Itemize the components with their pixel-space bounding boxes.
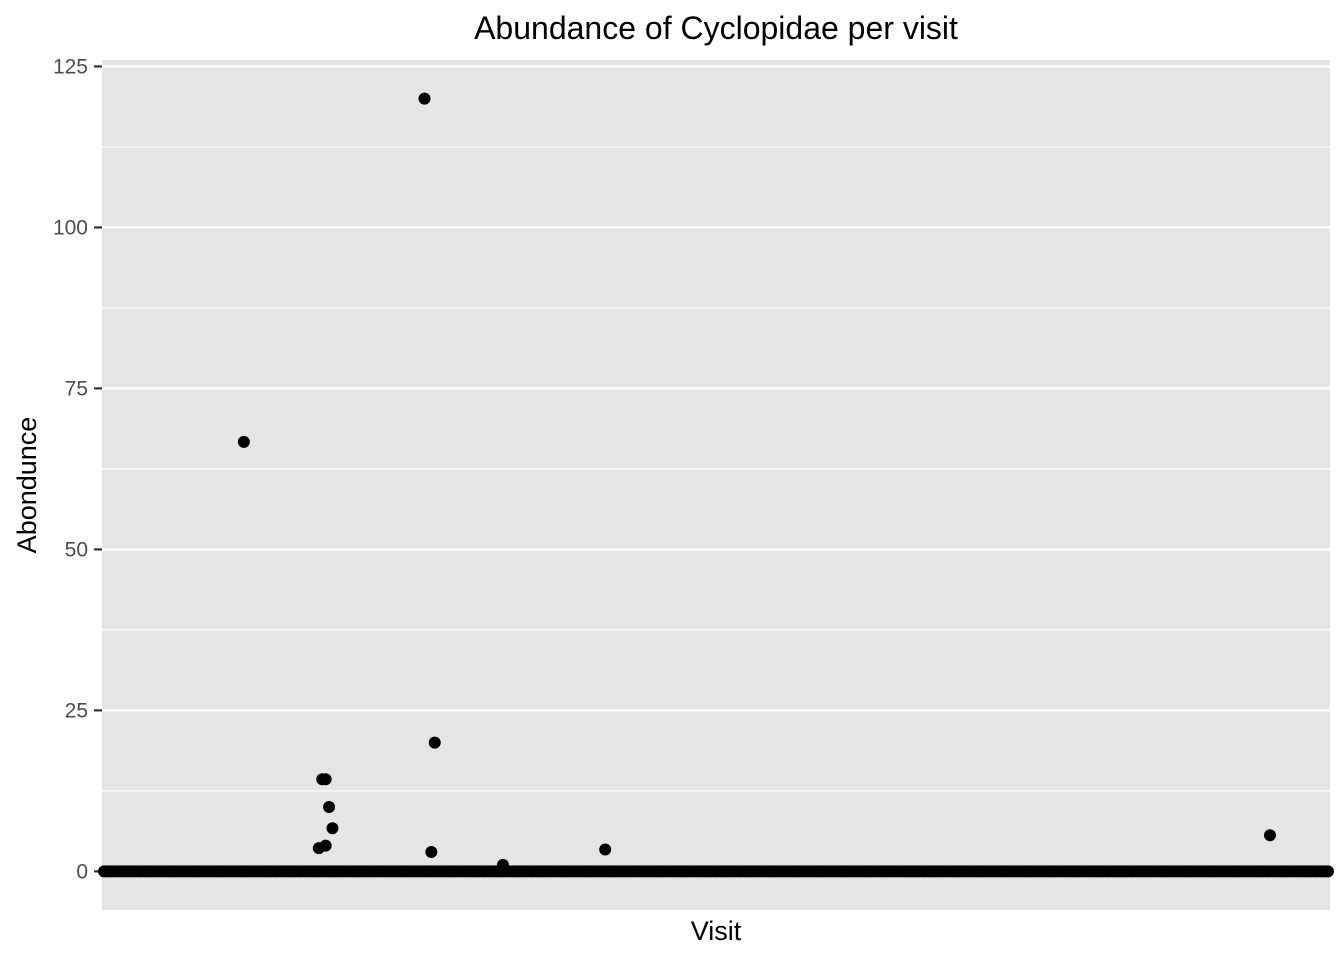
y-tick-label: 50 (65, 538, 88, 561)
y-tick-label: 75 (65, 377, 88, 400)
data-point (319, 773, 332, 786)
data-point (418, 92, 431, 105)
baseline-point (1321, 865, 1334, 878)
y-tick-label: 125 (53, 55, 88, 78)
y-tick-label: 100 (53, 216, 88, 239)
data-point (326, 822, 339, 835)
data-point (323, 800, 336, 813)
y-tick-label: 0 (76, 860, 88, 883)
plot-panel (102, 60, 1330, 910)
data-point (1263, 829, 1276, 842)
data-point (496, 858, 509, 871)
y-axis: 0 25 50 75 100 125 (53, 55, 102, 883)
data-point (319, 839, 332, 852)
data-point (237, 435, 250, 448)
data-point (599, 843, 612, 856)
y-tick-label: 25 (65, 699, 88, 722)
data-point (425, 846, 438, 859)
grid-lines (102, 65, 1330, 873)
chart-title: Abundance of Cyclopidae per visit (474, 10, 958, 46)
x-axis-title: Visit (691, 916, 742, 946)
y-axis-title: Abondunce (12, 417, 42, 554)
data-point (428, 736, 441, 749)
data-points (98, 92, 1334, 878)
